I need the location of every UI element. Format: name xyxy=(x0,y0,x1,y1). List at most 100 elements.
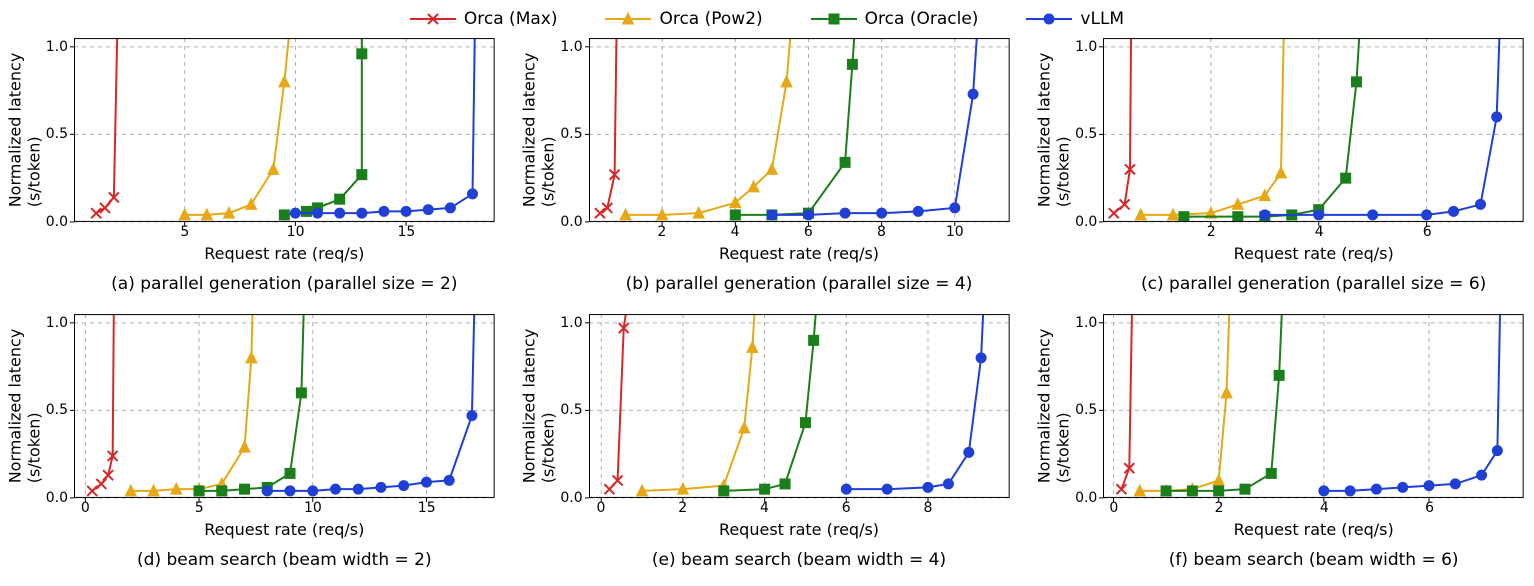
x-axis-label: Request rate (req/s) xyxy=(1103,520,1524,542)
x-tick-label: 10 xyxy=(946,224,964,240)
y-ticks: 0.00.51.0 xyxy=(553,38,589,222)
legend-label: Orca (Max) xyxy=(464,9,558,29)
y-tick-label: 0.0 xyxy=(560,490,582,506)
y-tick-label: 0.5 xyxy=(560,126,582,142)
y-axis-label: Normalized latency(s/token) xyxy=(10,314,38,498)
x-tick-label: 6 xyxy=(842,500,851,516)
chart-e xyxy=(589,314,1010,498)
panel-b: Normalized latency(s/token) 0.0 0.5 1.0 2 4 6 8… xyxy=(525,38,1010,304)
x-tick-label: 2 xyxy=(1207,224,1216,240)
x-tick-label: 5 xyxy=(180,224,189,240)
x-ticks: 0 2 4 6 8 xyxy=(589,498,1010,520)
x-tick-label: 0 xyxy=(1109,500,1118,516)
y-tick-label: 0.0 xyxy=(46,490,68,506)
panel-a: Normalized latency(s/token) 0.0 0.5 1.0 5 10 1… xyxy=(10,38,495,304)
panel-caption: (d) beam search (beam width = 2) xyxy=(74,542,495,580)
legend-item-orcaMax: Orca (Max) xyxy=(410,9,558,29)
legend-item-orcaPow2: Orca (Pow2) xyxy=(605,9,762,29)
chart-b xyxy=(589,38,1010,222)
y-tick-label: 1.0 xyxy=(560,315,582,331)
panel-caption: (c) parallel generation (parallel size =… xyxy=(1103,266,1524,304)
panel-caption: (f) beam search (beam width = 6) xyxy=(1103,542,1524,580)
legend: Orca (Max) Orca (Pow2) Orca (Oracle) vLLM xyxy=(0,0,1534,38)
y-tick-label: 1.0 xyxy=(1075,39,1097,55)
y-tick-label: 0.0 xyxy=(46,214,68,230)
legend-swatch xyxy=(605,10,651,28)
x-tick-label: 15 xyxy=(418,500,436,516)
x-tick-label: 5 xyxy=(195,500,204,516)
chart-d xyxy=(74,314,495,498)
x-axis-label: Request rate (req/s) xyxy=(589,520,1010,542)
y-tick-label: 0.5 xyxy=(1075,402,1097,418)
x-tick-label: 2 xyxy=(678,500,687,516)
y-tick-label: 1.0 xyxy=(560,39,582,55)
legend-label: Orca (Oracle) xyxy=(865,9,979,29)
legend-item-orcaOracle: Orca (Oracle) xyxy=(811,9,979,29)
panel-f: Normalized latency(s/token) 0.0 0.5 1.0 0 2 4 6… xyxy=(1039,314,1524,580)
x-tick-label: 10 xyxy=(287,224,305,240)
panel-e: Normalized latency(s/token)0.00.51.00246… xyxy=(525,314,1010,580)
plot-area: Normalized latency(s/token)0.00.51.0 xyxy=(1039,314,1524,498)
x-tick-label: 6 xyxy=(804,224,813,240)
x-ticks: 2 4 6 xyxy=(1103,222,1524,244)
y-tick-label: 0.0 xyxy=(560,214,582,230)
y-tick-label: 0.5 xyxy=(46,402,68,418)
chart-f xyxy=(1103,314,1524,498)
legend-label: vLLM xyxy=(1080,9,1124,29)
x-tick-label: 8 xyxy=(923,500,932,516)
plot-area: Normalized latency(s/token)0.00.51.0 xyxy=(10,314,495,498)
x-tick-label: 8 xyxy=(877,224,886,240)
plot-area: Normalized latency(s/token)0.00.51.0 xyxy=(10,38,495,222)
figure: Orca (Max) Orca (Pow2) Orca (Oracle) vLLM N… xyxy=(0,0,1534,586)
x-ticks: 0 5 10 15 xyxy=(74,498,495,520)
panel-grid: Normalized latency(s/token)0.00.51.05101… xyxy=(0,38,1534,586)
legend-swatch xyxy=(1026,10,1072,28)
legend-item-vllm: vLLM xyxy=(1026,9,1124,29)
y-tick-label: 0.0 xyxy=(1075,214,1097,230)
x-tick-label: 4 xyxy=(760,500,769,516)
x-tick-label: 15 xyxy=(397,224,415,240)
y-ticks: 0.00.51.0 xyxy=(38,38,74,222)
y-axis-label: Normalized latency(s/token) xyxy=(10,38,38,222)
y-axis-label: Normalized latency(s/token) xyxy=(1039,38,1067,222)
x-tick-label: 4 xyxy=(1320,500,1329,516)
y-tick-label: 1.0 xyxy=(1075,315,1097,331)
panel-d: Normalized latency(s/token)0.00.51.0 0 5 10… xyxy=(10,314,495,580)
x-ticks: 5 10 15 xyxy=(74,222,495,244)
panel-caption: (b) parallel generation (parallel size =… xyxy=(589,266,1010,304)
panel-c: Normalized latency(s/token) 0.0 0.5 1.0 2 4 6 R… xyxy=(1039,38,1524,304)
y-axis-label: Normalized latency(s/token) xyxy=(525,38,553,222)
y-tick-label: 0.5 xyxy=(46,126,68,142)
y-ticks: 0.00.51.0 xyxy=(1067,314,1103,498)
y-tick-label: 0.5 xyxy=(1075,126,1097,142)
x-tick-label: 6 xyxy=(1423,224,1432,240)
y-axis-label: Normalized latency(s/token) xyxy=(1039,314,1067,498)
panel-caption: (a) parallel generation (parallel size =… xyxy=(74,266,495,304)
y-tick-label: 1.0 xyxy=(46,39,68,55)
x-tick-label: 6 xyxy=(1425,500,1434,516)
x-tick-label: 4 xyxy=(1315,224,1324,240)
chart-c xyxy=(1103,38,1524,222)
y-ticks: 0.00.51.0 xyxy=(553,314,589,498)
x-tick-label: 2 xyxy=(657,224,666,240)
y-ticks: 0.00.51.0 xyxy=(38,314,74,498)
y-ticks: 0.00.51.0 xyxy=(1067,38,1103,222)
chart-a xyxy=(74,38,495,222)
x-ticks: 0 2 4 6 xyxy=(1103,498,1524,520)
x-tick-label: 2 xyxy=(1215,500,1224,516)
x-tick-label: 4 xyxy=(731,224,740,240)
panel-caption: (e) beam search (beam width = 4) xyxy=(589,542,1010,580)
y-tick-label: 0.0 xyxy=(1075,490,1097,506)
x-tick-label: 10 xyxy=(304,500,322,516)
x-axis-label: Request rate (req/s) xyxy=(589,244,1010,266)
x-tick-label: 0 xyxy=(81,500,90,516)
x-tick-label: 0 xyxy=(596,500,605,516)
legend-label: Orca (Pow2) xyxy=(659,9,762,29)
legend-swatch xyxy=(410,10,456,28)
x-axis-label: Request rate (req/s) xyxy=(74,244,495,266)
plot-area: Normalized latency(s/token)0.00.51.0 xyxy=(1039,38,1524,222)
y-tick-label: 0.5 xyxy=(560,402,582,418)
x-axis-label: Request rate (req/s) xyxy=(1103,244,1524,266)
x-ticks: 2 4 6 8 10 xyxy=(589,222,1010,244)
x-axis-label: Request rate (req/s) xyxy=(74,520,495,542)
